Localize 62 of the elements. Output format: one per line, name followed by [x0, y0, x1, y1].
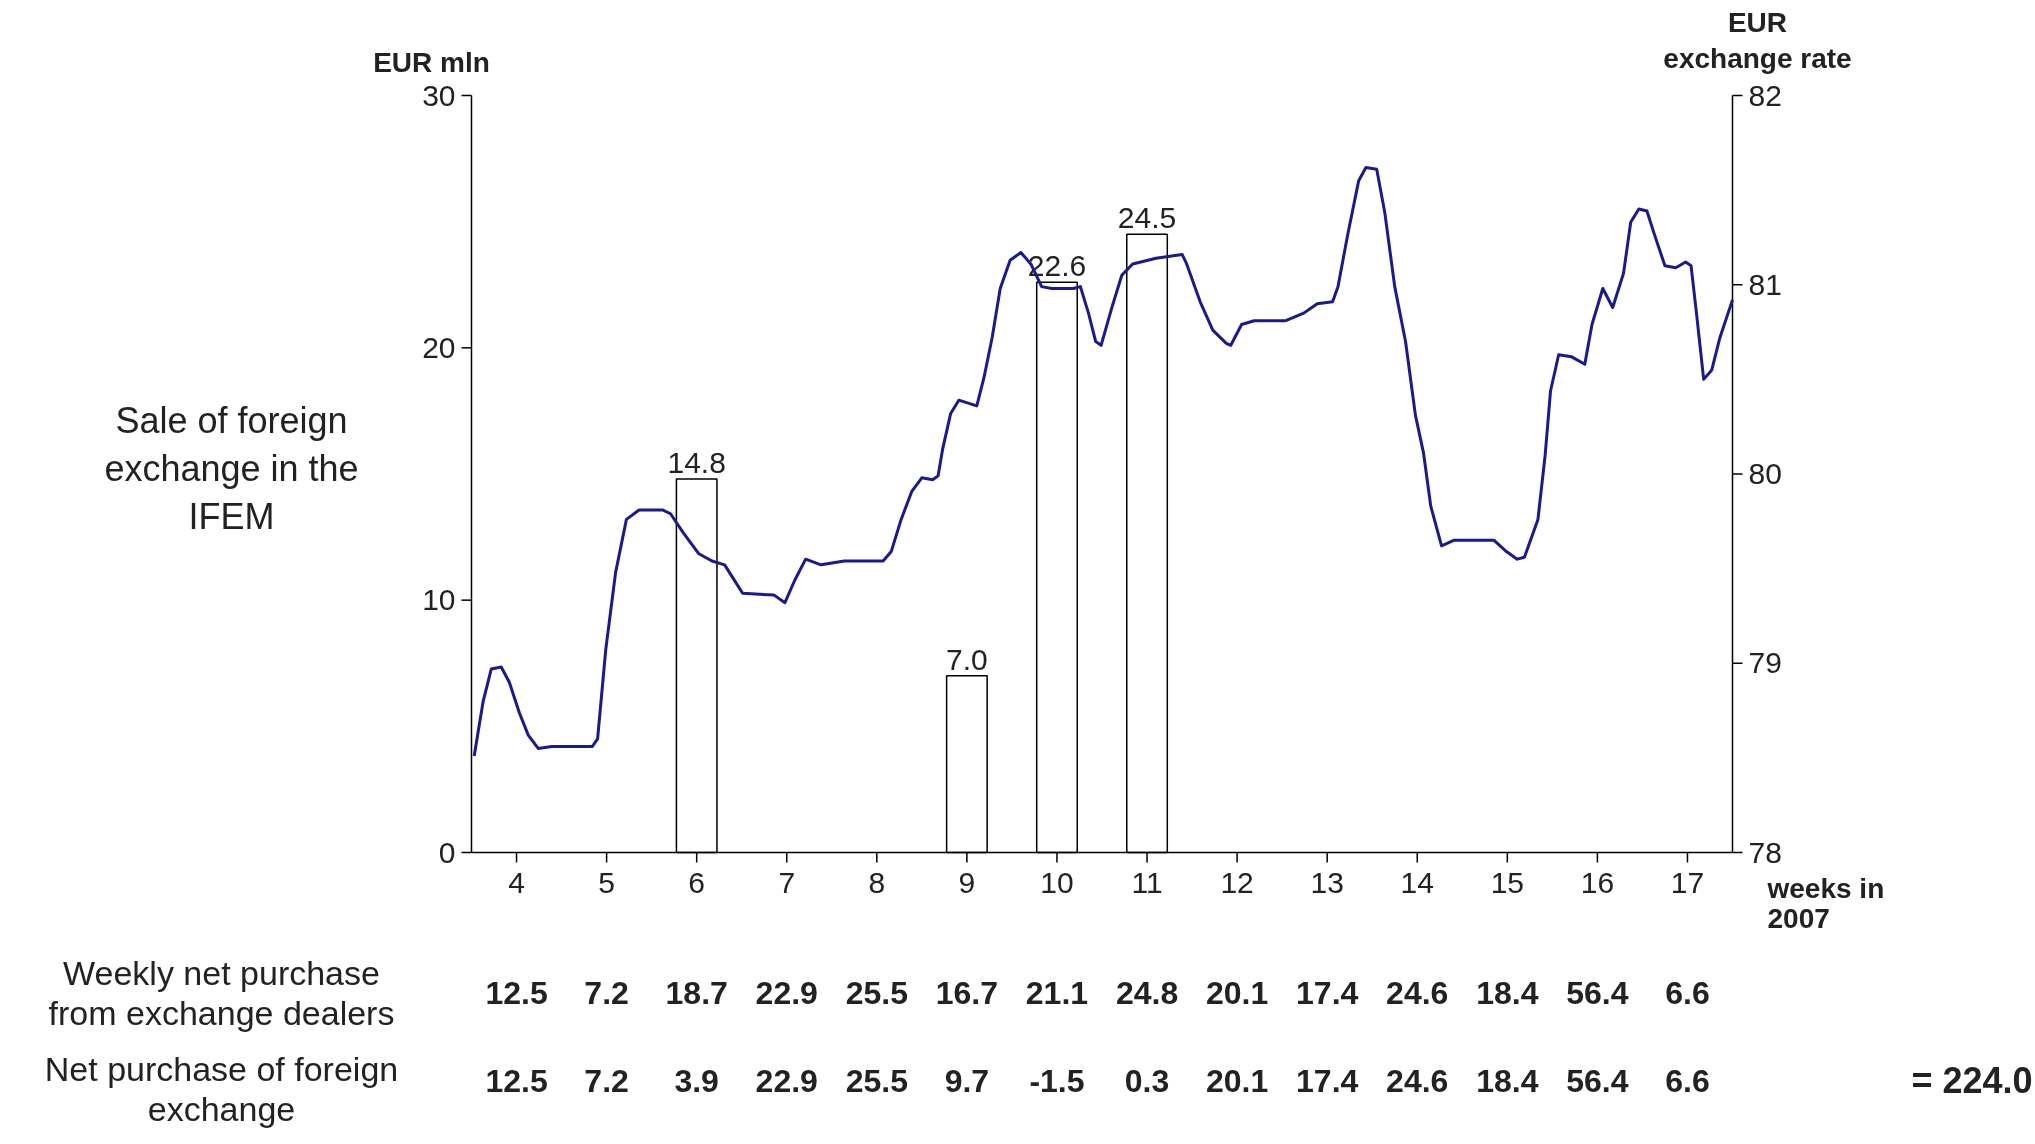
text: 0.3 [1124, 1062, 1170, 1099]
y2-tick-label: 80 [1748, 457, 1782, 490]
text: 6.6 [1665, 974, 1710, 1011]
text: 22.9 [755, 974, 818, 1011]
text: 24.6 [1386, 974, 1449, 1011]
text: 24.6 [1386, 1062, 1449, 1099]
x-tick-label: 8 [868, 865, 886, 899]
x-tick-label: 14 [1400, 865, 1434, 899]
text: 6.6 [1665, 1062, 1710, 1099]
x-tick-label: 12 [1220, 865, 1254, 899]
text: 20.1 [1205, 974, 1269, 1011]
text: 56.4 [1566, 1062, 1629, 1099]
data-label: 24.5 [1117, 201, 1177, 235]
x-tick-label: 16 [1580, 865, 1615, 899]
y2-tick-label: 82 [1748, 78, 1782, 112]
text: 17.4 [1296, 1062, 1359, 1099]
y-tick-label: 0 [438, 835, 456, 869]
x-tick-label: 15 [1490, 865, 1525, 899]
text: 17.4 [1296, 974, 1359, 1011]
text: 7.2 [584, 974, 629, 1011]
text: 24.8 [1115, 974, 1179, 1011]
x-tick-label: 7 [778, 865, 796, 899]
text: Net purchase of foreign exchange [44, 1049, 399, 1128]
text: 25.5 [845, 974, 908, 1011]
x-tick-label: 13 [1310, 865, 1344, 899]
text: 21.1 [1025, 974, 1089, 1011]
text: Weekly net purchase from exchange dealers [48, 953, 395, 1032]
text: 22.9 [755, 1062, 818, 1099]
text: 56.4 [1566, 974, 1629, 1011]
text: -1.5 [1029, 1062, 1085, 1099]
text: 9.7 [944, 1062, 990, 1099]
y-axis-title: EUR mln [373, 46, 490, 78]
y-tick-label: 30 [422, 78, 456, 112]
x-axis-title: weeks in 2007 [1766, 872, 1885, 934]
data-label: 7.0 [946, 642, 988, 676]
y2-tick-label: 79 [1748, 646, 1782, 680]
x-tick-label: 10 [1040, 865, 1074, 899]
line-series [472, 165, 1734, 758]
text: 20.1 [1205, 1062, 1269, 1099]
x-tick-label: 6 [688, 865, 706, 899]
text: 7.2 [584, 1062, 629, 1099]
text: 25.5 [845, 1062, 908, 1099]
y2-tick-label: 78 [1748, 835, 1782, 869]
text: = 224.0 [1911, 1060, 2033, 1101]
x-tick-label: 9 [958, 865, 976, 899]
text: 18.4 [1476, 1062, 1539, 1099]
text: Sale of foreign exchange in the IFEM [104, 400, 359, 538]
data-label: 14.8 [667, 446, 726, 480]
text: 16.7 [935, 974, 999, 1011]
y-tick-label: 10 [422, 583, 456, 617]
text: 18.7 [665, 974, 728, 1011]
text: 3.9 [674, 1062, 719, 1099]
y2-tick-label: 81 [1748, 267, 1782, 301]
x-tick-label: 5 [598, 865, 615, 899]
y-tick-label: 20 [422, 330, 456, 364]
y2-axis-title: EUR exchange rate [1663, 6, 1852, 74]
text: 18.4 [1476, 974, 1539, 1011]
x-tick-label: 4 [508, 865, 525, 899]
x-tick-label: 11 [1131, 865, 1163, 899]
x-tick-label: 17 [1670, 865, 1705, 899]
text: 12.5 [485, 974, 548, 1011]
text: 12.5 [485, 1062, 548, 1099]
